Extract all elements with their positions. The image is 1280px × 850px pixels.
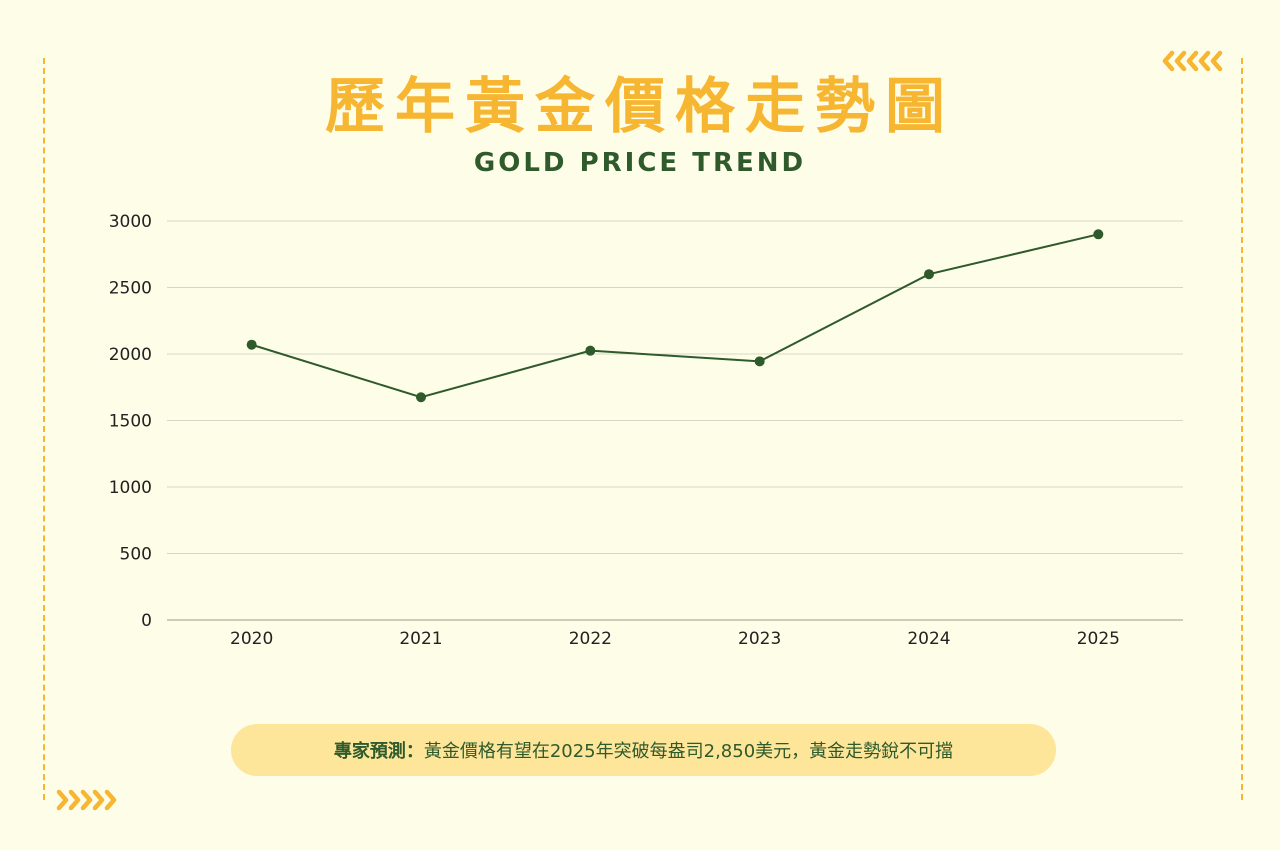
y-tick-label: 2500 [109, 279, 152, 299]
y-tick-label: 1000 [109, 478, 152, 498]
data-point [585, 345, 596, 356]
chevrons-right-icon [56, 789, 117, 811]
x-tick-label: 2022 [569, 629, 612, 649]
right-dashed-border [1241, 58, 1243, 800]
x-tick-label: 2020 [230, 629, 273, 649]
x-tick-label: 2021 [399, 629, 442, 649]
page-title: 歷年黃金價格走勢圖 [325, 72, 955, 142]
data-point [416, 392, 426, 403]
data-point [754, 356, 765, 367]
x-tick-label: 2024 [907, 629, 950, 649]
data-point [924, 269, 934, 280]
data-point [246, 339, 257, 350]
y-tick-label: 2000 [109, 345, 152, 365]
forecast-text: 黃金價格有望在2025年突破每盎司2,850美元，黃金走勢銳不可擋 [423, 741, 954, 762]
line-chart: 0 500 1000 1500 2000 2500 3000 2020 2021 2022 2023… [109, 212, 1183, 649]
forecast-label: 專家預測： [333, 741, 424, 762]
y-tick-label: 500 [120, 545, 152, 565]
series-line [251, 233, 1099, 399]
y-tick-label: 1500 [109, 412, 152, 432]
left-dashed-border [43, 58, 45, 800]
x-tick-label: 2025 [1077, 629, 1120, 649]
y-tick-label: 0 [141, 611, 152, 631]
y-tick-label: 3000 [109, 212, 152, 232]
chevrons-left-icon [1162, 50, 1223, 72]
forecast-banner: 專家預測： 黃金價格有望在2025年突破每盎司2,850美元，黃金走勢銳不可擋 [231, 724, 1056, 776]
page-subtitle: GOLD PRICE TREND [473, 148, 807, 178]
x-tick-label: 2023 [738, 629, 781, 649]
data-point [1093, 229, 1104, 240]
